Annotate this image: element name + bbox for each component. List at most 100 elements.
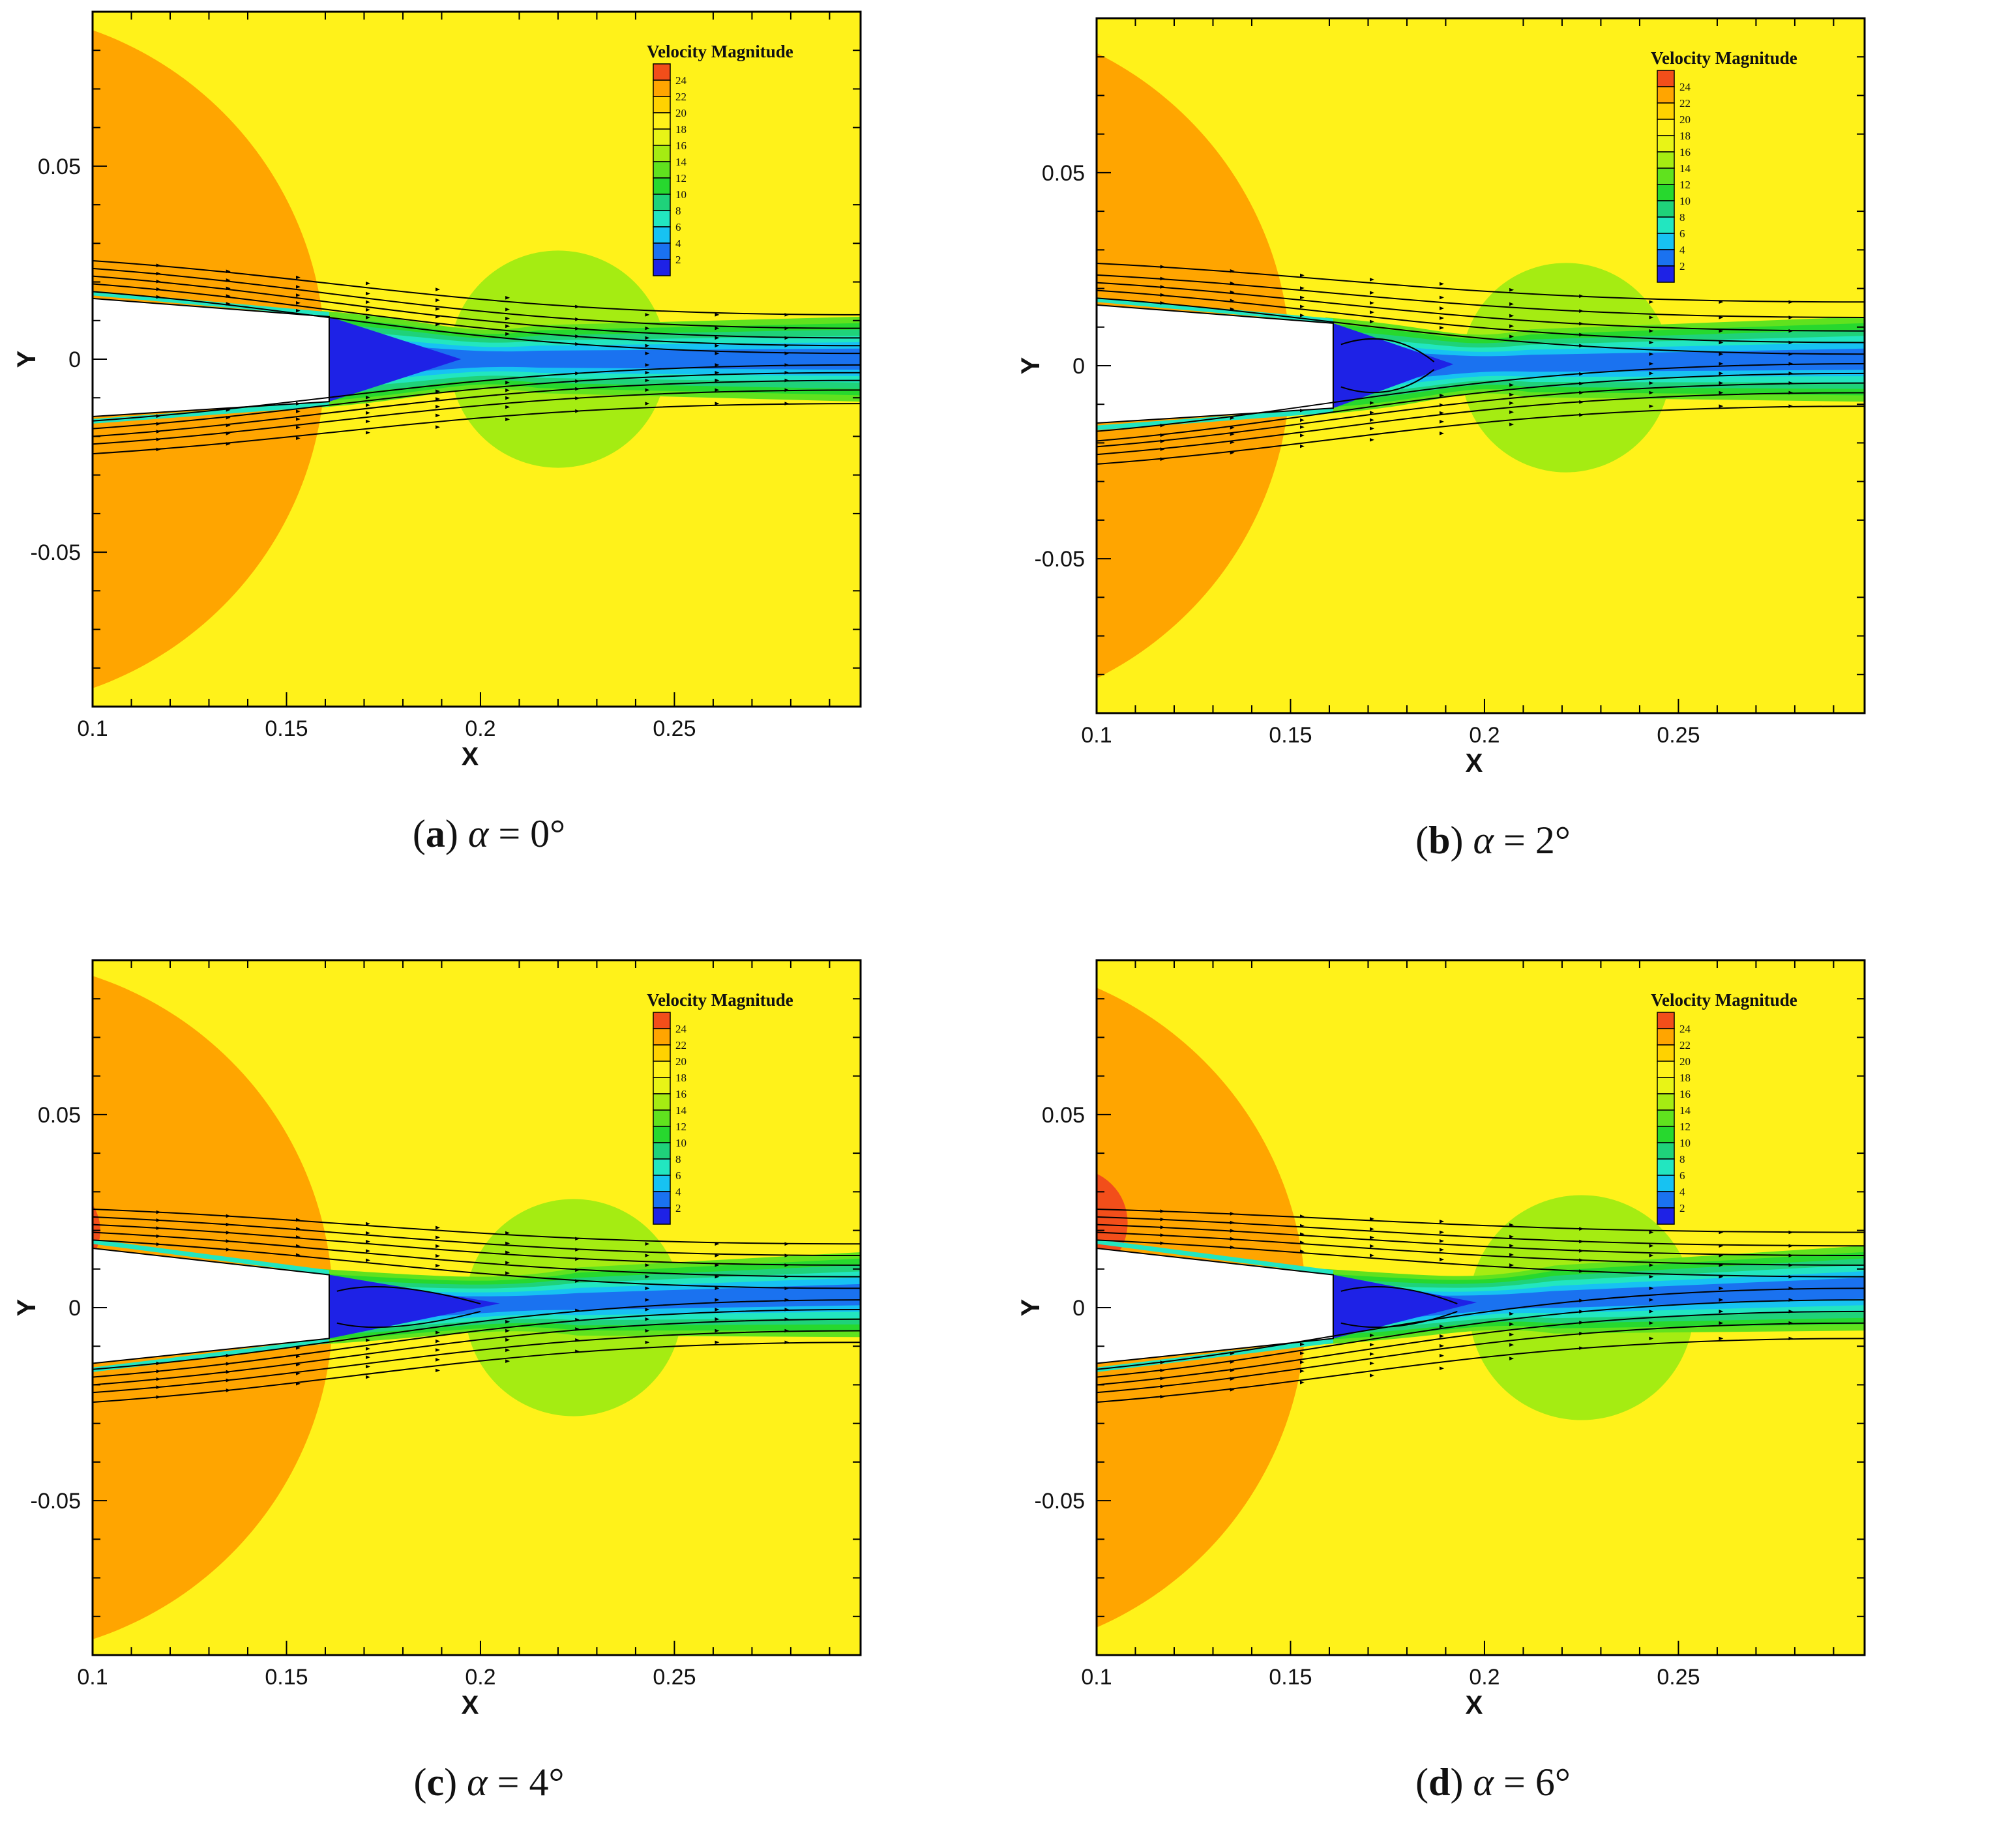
legend-title: Velocity Magnitude [647,42,793,61]
legend-swatch [653,1158,671,1176]
legend-swatch [1657,1077,1675,1094]
legend-swatch [1657,216,1675,234]
x-tick-label: 0.15 [265,716,308,741]
x-tick-label: 0.25 [1657,1665,1700,1690]
legend-swatch [653,96,671,113]
y-tick-label: 0 [1072,354,1085,379]
y-tick-label: 0 [68,347,81,372]
streamline-upper-2 [1097,1224,1865,1257]
y-axis-label: Y [12,350,41,368]
legend-value: 20 [675,107,687,119]
legend-value: 10 [675,1137,687,1149]
x-tick-label: 0.15 [1269,1665,1312,1690]
legend-swatch [653,242,671,260]
legend-swatch [1657,1175,1675,1192]
streamline-lower-1 [93,372,861,430]
vortex-line-upper [336,1286,481,1305]
legend-value: 12 [1679,179,1691,191]
legend-value: 4 [675,237,681,250]
x-tick-label: 0.25 [653,716,696,741]
legend-swatch [1657,135,1675,153]
legend-value: 4 [1679,1186,1685,1198]
legend-value: 8 [1679,211,1685,224]
streamline-lower-2 [1097,382,1865,448]
legend-value: 14 [1679,162,1691,175]
legend-value: 18 [1679,130,1691,142]
legend-swatch [1657,1126,1675,1143]
legend-title: Velocity Magnitude [647,990,793,1010]
plot-area [1097,18,1865,713]
legend-swatch [1657,1044,1675,1062]
streamline-upper-1 [1097,1231,1865,1266]
legend-value: 16 [1679,146,1691,158]
legend-value: 18 [675,1072,687,1084]
legend-swatch [1657,168,1675,185]
boundary-layer-lower [93,402,329,424]
streamline-upper-3 [1097,1216,1865,1247]
streamline-lower-2 [93,1318,861,1386]
legend-value: 10 [675,188,687,201]
legend-title: Velocity Magnitude [1651,990,1797,1010]
legend-swatch [653,128,671,146]
legend-value: 24 [1679,81,1691,93]
legend-swatch [653,226,671,244]
streamline-lower-2 [93,379,861,437]
streamline-upper-1 [93,283,861,347]
legend-value: 2 [675,1202,681,1214]
legend-value: 8 [1679,1153,1685,1166]
legend-value: 22 [675,1039,687,1051]
body-shape [93,297,330,418]
streamline-upper-4 [1097,263,1865,303]
streamline-lower-4 [1097,1338,1865,1403]
legend-swatch [1657,200,1675,218]
legend-swatch [653,210,671,227]
chart-d: 0.1 0.15 0.2 0.25 0.05 0 -0.05 X Y Velocity Magni… [1016,959,1866,1720]
streamline-lower-0 [93,364,861,422]
panel-c: 0.1 0.15 0.2 0.25 0.05 0 -0.05 X Y Velocity Magni… [0,948,978,1848]
streamline-upper-3 [1097,274,1865,318]
wake-band-5 [1325,348,1865,383]
legend-value: 20 [1679,113,1691,126]
y-tick-label: -0.05 [31,540,81,565]
legend-value: 22 [675,91,687,103]
y-tick-label: 0.05 [1042,1103,1085,1128]
streamline-upper-0 [93,1239,861,1289]
legend-swatch [653,1175,671,1192]
legend-value: 12 [1679,1121,1691,1133]
streamline-upper-2 [93,1224,861,1266]
legend-swatch [653,1012,671,1029]
legend-value: 4 [1679,244,1685,256]
vortex-line-upper [1340,1286,1458,1305]
x-tick-label: 0.1 [77,1665,108,1690]
legend-swatch [1657,184,1675,201]
y-axis-label: Y [1016,357,1045,374]
streamline-lower-0 [1097,363,1865,432]
legend-value: 24 [675,1023,687,1035]
streamline-lower-4 [93,1342,861,1403]
boundary-layer-upper [1097,297,1333,323]
recirculation-region [329,316,462,402]
streamline-upper-2 [93,275,861,339]
legend-value: 8 [675,1153,681,1166]
legend-value: 2 [675,254,681,266]
y-tick-label: 0.05 [38,1103,81,1128]
legend-title: Velocity Magnitude [1651,48,1797,68]
legend-value: 18 [675,123,687,136]
x-axis-label: X [1466,749,1483,778]
streamline-upper-1 [93,1231,861,1278]
legend-swatch [653,1077,671,1094]
streamline-lower-0 [93,1299,861,1370]
legend-swatch [653,1044,671,1062]
legend-swatch [653,1109,671,1127]
legend-swatch [1657,233,1675,250]
streamline-upper-3 [93,1216,861,1257]
streamline-lower-4 [93,403,861,455]
legend-swatch [1657,1207,1675,1225]
legend-swatch [653,145,671,162]
legend-value: 14 [675,1104,687,1117]
legend-swatch [1657,102,1675,120]
legend-swatch [653,1028,671,1046]
legend-swatch [653,1207,671,1225]
boundary-layer-upper [1097,1239,1333,1275]
legend-value: 12 [675,1121,687,1133]
